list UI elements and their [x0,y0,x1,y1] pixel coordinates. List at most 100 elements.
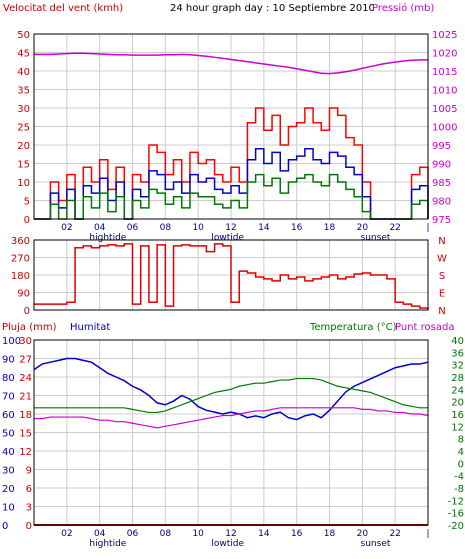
wind-y-tick: 50 [17,30,30,41]
rain-y-tick: 21 [19,392,32,403]
x-tick-label: 22 [389,529,400,539]
temp-y-tick: 28 [451,373,464,384]
climate-panel-frame [33,339,429,526]
rain-y-tick: 18 [19,410,32,421]
x-tick-label: 10 [192,223,204,233]
temp-y-tick: 32 [451,361,464,372]
direction-y-tick: 360 [11,236,30,247]
humidity-y-tick: 30 [2,466,15,477]
x-tick-label: 04 [94,529,106,539]
wind-gust-line [34,107,429,220]
x-tick-label: 18 [324,529,336,539]
wind-avg-line [34,147,429,220]
direction-y-tick: 0 [24,306,30,317]
wind-y-tick: 40 [17,67,30,78]
wind-y-tick: 25 [17,123,30,134]
x-tick-label: | [426,223,429,233]
temp-y-tick: -4 [454,472,464,483]
rain-y-tick: 3 [26,503,32,514]
pressure-y-tick: 990 [432,160,451,171]
x-tick-label: 16 [291,529,303,539]
temp-y-tick: 24 [451,385,464,396]
compass-label: W [437,254,447,265]
label-layer: 0510152025303540455097598098599099510001… [2,30,464,549]
wind-y-tick: 30 [17,104,30,115]
compass-label: N [438,306,445,317]
pressure-line [34,52,428,75]
wind-low-line [34,173,429,220]
pressure-y-tick: 1020 [432,49,457,60]
direction-line [34,243,429,310]
compass-label: N [438,236,445,247]
rain-y-tick: 12 [19,447,32,458]
x-tick-label: 18 [324,223,336,233]
x-tick-label: 08 [160,529,172,539]
x-tick-label: 12 [225,223,236,233]
tide-annotation: hightide [89,233,126,243]
x-tick-label: 10 [192,529,204,539]
x-tick-label: 14 [258,529,270,539]
x-tick-label: 02 [61,223,72,233]
pressure-y-tick: 985 [432,178,451,189]
wind-y-tick: 5 [24,197,30,208]
rain-y-tick: 15 [19,429,32,440]
humidity-y-tick: 40 [2,447,15,458]
x-tick-label: 12 [225,529,236,539]
pressure-y-tick: 980 [432,197,451,208]
humidity-y-tick: 60 [2,410,15,421]
pressure-y-tick: 1010 [432,86,457,97]
temp-y-tick: 40 [451,336,464,347]
graph-title: 24 hour graph day : 10 Septiembre 2010 [170,3,375,14]
x-tick-label: 22 [389,223,400,233]
wind-y-tick: 20 [17,141,30,152]
humidity-y-tick: 50 [2,429,15,440]
x-tick-label: 06 [127,529,139,539]
tide-annotation: hightide [89,539,126,549]
x-tick-label: 04 [94,223,106,233]
pressure-y-tick: 1005 [432,104,457,115]
humidity-y-tick: 0 [2,521,8,532]
wind-axis-title: Velocitat del vent (kmh) [3,3,123,14]
x-tick-label: 16 [291,223,303,233]
pressure-y-tick: 1000 [432,123,457,134]
temp-y-tick: 8 [458,435,464,446]
temperature-line [34,377,428,414]
temp-y-tick: 36 [451,348,464,359]
pressure-y-tick: 995 [432,141,451,152]
x-tick-label: 20 [357,223,369,233]
pressure-y-tick: 1015 [432,67,457,78]
x-tick-label: 20 [357,529,369,539]
rain-y-tick: 6 [26,484,32,495]
tide-annotation: lowtide [211,233,244,243]
x-tick-label: 02 [61,529,72,539]
temp-y-tick: 4 [458,447,464,458]
humidity-axis-title: Humitat [70,322,110,333]
wind-y-tick: 45 [17,49,30,60]
temp-y-tick: 0 [458,459,464,470]
tide-annotation: sunset [361,233,391,243]
pressure-axis-title: Pressió (mb) [372,2,434,14]
direction-y-tick: 270 [11,254,30,265]
temp-y-tick: 16 [451,410,464,421]
humidity-y-tick: 80 [2,373,15,384]
direction-panel-frame [33,239,429,311]
x-tick-label: 06 [127,223,139,233]
humidity-y-tick: 90 [2,355,15,366]
rain-y-tick: 24 [19,373,32,384]
tide-annotation: sunset [361,539,391,549]
temperature-axis-title: Temperatura (°C) [309,322,397,333]
x-tick-label: 14 [258,223,270,233]
grid-layer [34,34,428,525]
series-layer [33,52,429,526]
tide-annotation: lowtide [211,539,244,549]
humidity-y-tick: 10 [2,503,15,514]
humidity-y-tick: 70 [2,392,15,403]
rain-y-tick: 9 [26,466,32,477]
wind-y-tick: 35 [17,86,30,97]
x-tick-label: | [426,529,429,539]
rain-y-tick: 0 [26,521,32,532]
rain-axis-title: Pluja (mm) [2,322,57,333]
wind-panel-frame [33,33,429,220]
wind-y-tick: 15 [17,160,30,171]
